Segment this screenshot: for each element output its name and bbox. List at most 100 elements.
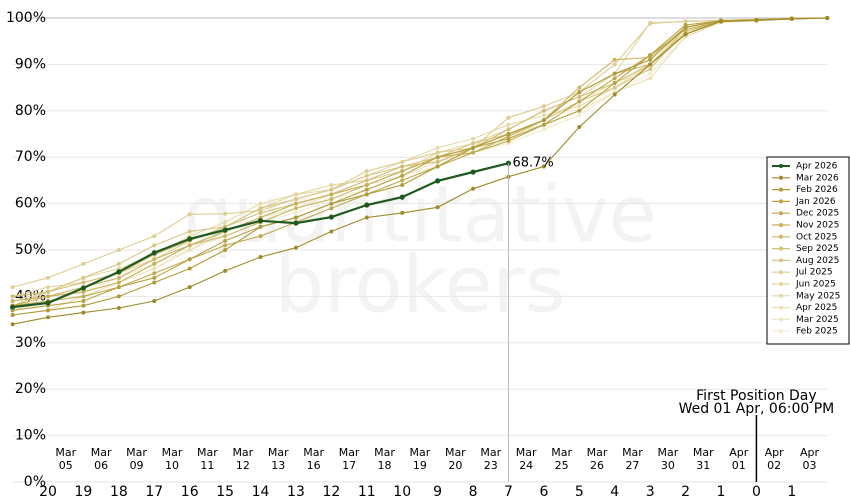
y-tick-label: 90% [15, 56, 46, 72]
legend-label: Apr 2026 [796, 162, 838, 172]
legend-label: Sep 2025 [796, 244, 839, 254]
x-tick-label: 8 [469, 484, 478, 500]
point [223, 211, 228, 216]
date-label: 12 [236, 459, 250, 472]
point [364, 178, 369, 183]
legend-marker [779, 234, 783, 239]
date-label: Mar [339, 446, 360, 459]
point [541, 113, 546, 118]
date-label: Mar [551, 446, 572, 459]
y-tick-label: 100% [6, 10, 46, 26]
point [577, 90, 582, 95]
date-label: 27 [625, 459, 639, 472]
date-label: Mar [91, 446, 112, 459]
legend-label: Mar 2026 [796, 173, 839, 183]
point [46, 308, 51, 313]
x-tick-label: 10 [393, 484, 411, 500]
point [329, 196, 334, 201]
legend-marker [779, 317, 783, 322]
point [223, 243, 228, 248]
date-label: Mar [268, 446, 289, 459]
point [116, 280, 121, 285]
point [435, 145, 440, 150]
x-tick-label: 17 [145, 484, 163, 500]
series-line [12, 17, 828, 316]
point [152, 234, 157, 239]
legend-marker [779, 258, 783, 263]
date-label: 23 [484, 459, 498, 472]
point [187, 257, 192, 262]
point [506, 115, 511, 120]
x-tick-label: 1 [787, 484, 796, 500]
point [648, 62, 653, 67]
legend-marker [779, 246, 783, 251]
point [223, 238, 228, 243]
point [541, 127, 546, 132]
point [151, 250, 157, 256]
point [648, 67, 653, 72]
legend-label: Jun 2025 [795, 280, 836, 290]
point [364, 183, 369, 188]
point [825, 16, 830, 20]
point [10, 285, 15, 290]
legend-label: Feb 2026 [796, 185, 838, 195]
legend-marker [779, 270, 783, 275]
date-label: 24 [519, 459, 533, 472]
point [187, 243, 192, 248]
point [258, 234, 263, 239]
point [612, 80, 617, 85]
x-tick-label: 7 [504, 484, 513, 500]
point [81, 310, 86, 315]
point [10, 299, 15, 304]
point [364, 215, 369, 220]
point [612, 57, 617, 62]
point [541, 118, 546, 123]
point [577, 104, 582, 109]
point [293, 220, 299, 226]
legend-marker [779, 293, 783, 298]
date-label: Mar [693, 446, 714, 459]
point [152, 271, 157, 276]
x-tick-label: 4 [610, 484, 619, 500]
point [222, 227, 228, 233]
point [46, 289, 51, 294]
x-tick-label: 1 [717, 484, 726, 500]
point [45, 300, 51, 306]
point [223, 220, 228, 225]
point [81, 303, 86, 308]
point [648, 53, 653, 58]
date-label: 09 [130, 459, 144, 472]
y-tick-label: 20% [15, 381, 46, 397]
point [116, 275, 121, 280]
date-label: Apr [729, 446, 749, 459]
date-label: Mar [303, 446, 324, 459]
date-label: 02 [767, 459, 781, 472]
point [648, 71, 653, 76]
legend-label: Apr 2025 [796, 303, 837, 313]
legend-marker [779, 329, 783, 334]
x-tick-label: 3 [646, 484, 655, 500]
point [152, 257, 157, 262]
point [187, 212, 192, 217]
point [577, 99, 582, 104]
x-tick-label: 9 [433, 484, 442, 500]
date-label: 13 [271, 459, 285, 472]
point [293, 206, 298, 211]
point [612, 76, 617, 81]
date-label: Apr [765, 446, 785, 459]
point [435, 150, 440, 155]
date-label: Mar [232, 446, 253, 459]
point [81, 280, 86, 285]
point [46, 294, 51, 299]
point [648, 76, 653, 81]
date-label: 30 [661, 459, 675, 472]
date-label: Mar [162, 446, 183, 459]
date-label: 19 [413, 459, 427, 472]
date-label: 03 [803, 459, 817, 472]
x-tick-label: 14 [252, 484, 270, 500]
point [506, 132, 511, 136]
point [81, 299, 86, 304]
y-tick-label: 50% [15, 242, 46, 258]
legend-label: Dec 2025 [796, 209, 839, 219]
point [612, 62, 617, 67]
